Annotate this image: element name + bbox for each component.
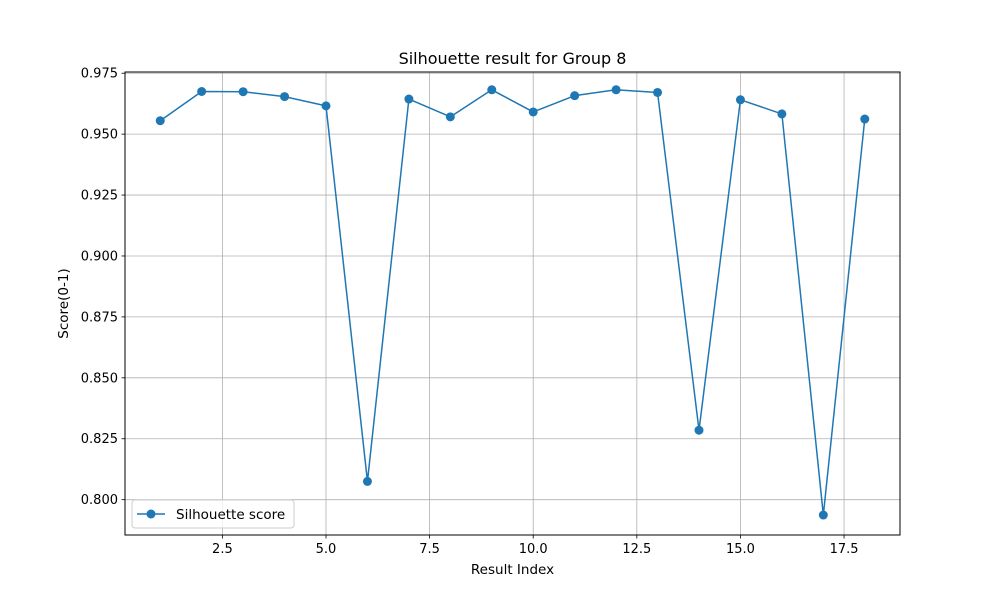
data-point — [197, 86, 207, 96]
x-tick-label: 7.5 — [419, 542, 440, 557]
plot-frame — [124, 71, 901, 536]
x-tick-label: 17.5 — [830, 542, 859, 557]
data-point — [155, 116, 165, 126]
y-axis: 0.800 0.825 0.850 0.875 0.900 0.925 0.950 0.975 — [81, 67, 125, 508]
data-point — [653, 87, 663, 97]
data-point — [404, 94, 414, 104]
y-tick-label: 0.975 — [81, 67, 118, 82]
series-line — [159, 89, 866, 516]
data-point — [735, 95, 745, 105]
y-tick-label: 0.950 — [81, 128, 118, 143]
y-axis-label: Score(0-1) — [56, 268, 72, 338]
y-tick-label: 0.875 — [81, 310, 118, 325]
data-point — [487, 85, 497, 95]
data-point — [445, 112, 455, 122]
data-point — [238, 87, 248, 97]
x-tick-label: 15.0 — [726, 542, 755, 557]
y-tick-label: 0.800 — [81, 493, 118, 508]
data-point — [860, 114, 870, 124]
x-tick-label: 2.5 — [212, 542, 233, 557]
data-point — [818, 510, 828, 520]
x-tick-label: 10.0 — [519, 542, 548, 557]
legend-marker-swatch — [146, 509, 156, 519]
data-point — [611, 85, 621, 95]
data-point — [528, 107, 538, 117]
chart-title: Silhouette result for Group 8 — [399, 49, 627, 68]
data-point — [280, 92, 290, 102]
y-tick-label: 0.900 — [81, 249, 118, 264]
data-point — [570, 91, 580, 101]
data-point — [777, 109, 787, 119]
legend: Silhouette score — [131, 499, 295, 529]
data-point — [321, 101, 331, 111]
x-tick-label: 12.5 — [622, 542, 651, 557]
y-tick-label: 0.925 — [81, 189, 118, 204]
y-tick-label: 0.825 — [81, 432, 118, 447]
y-tick-label: 0.850 — [81, 371, 118, 386]
x-axis: 2.5 5.0 7.5 10.0 12.5 15.0 17.5 — [212, 535, 859, 557]
x-axis-label: Result Index — [471, 562, 554, 578]
x-tick-label: 5.0 — [316, 542, 337, 557]
grid-lines — [125, 72, 900, 535]
plot-background — [125, 72, 900, 535]
data-point — [362, 476, 372, 486]
data-point — [694, 425, 704, 435]
legend-frame — [131, 499, 295, 529]
series-layer — [155, 85, 870, 520]
legend-label: Silhouette score — [176, 507, 285, 523]
